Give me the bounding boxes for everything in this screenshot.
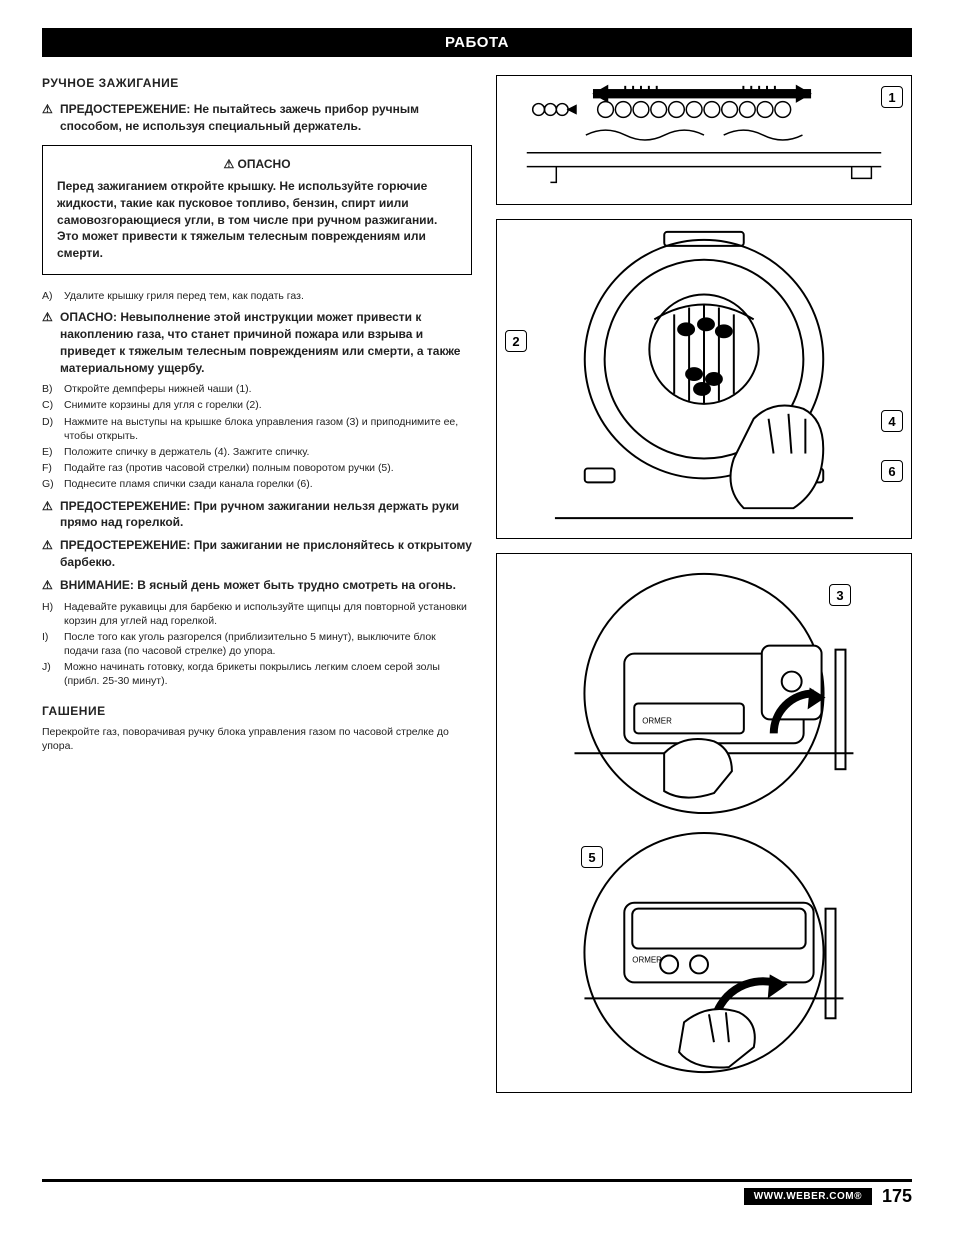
diagram-3: ORMER	[496, 553, 912, 1093]
step-i: I)После того как уголь разгорелся (прибл…	[42, 630, 472, 658]
step-b: B)Откройте демпферы нижней чаши (1).	[42, 382, 472, 396]
step-f: F)Подайте газ (против часовой стрелки) п…	[42, 461, 472, 475]
warning-text: ПРЕДОСТЕРЕЖЕНИЕ: Не пытайтесь зажечь при…	[60, 101, 472, 135]
footer-url: WWW.WEBER.COM®	[744, 1188, 872, 1205]
step-c: C)Снимите корзины для угля с горелки (2)…	[42, 398, 472, 412]
callout-4: 4	[881, 410, 903, 432]
warning-icon: ⚠	[42, 498, 60, 532]
callout-5: 5	[581, 846, 603, 868]
page-footer: WWW.WEBER.COM® 175	[0, 1179, 954, 1207]
warning-icon: ⚠	[42, 537, 60, 571]
step-j: J)Можно начинать готовку, когда брикеты …	[42, 660, 472, 688]
diagram-column: 1	[496, 75, 912, 1093]
step-a: A) Удалите крышку гриля перед тем, как п…	[42, 289, 472, 303]
warning-line: ⚠ ВНИМАНИЕ: В ясный день может быть труд…	[42, 577, 472, 594]
callout-2: 2	[505, 330, 527, 352]
page-title: РАБОТА	[42, 28, 912, 57]
callout-6: 6	[881, 460, 903, 482]
step-e: E)Положите спичку в держатель (4). Зажги…	[42, 445, 472, 459]
warning-icon: ⚠	[223, 157, 234, 171]
svg-text:ORMER: ORMER	[632, 955, 662, 964]
warning-line: ⚠ ОПАСНО: Невыполнение этой инструкции м…	[42, 309, 472, 376]
warning-line: ⚠ ПРЕДОСТЕРЕЖЕНИЕ: При ручном зажигании …	[42, 498, 472, 532]
danger-box: ⚠ ОПАСНО Перед зажиганием откройте крышк…	[42, 145, 472, 275]
text-column: РУЧНОЕ ЗАЖИГАНИЕ ⚠ ПРЕДОСТЕРЕЖЕНИЕ: Не п…	[42, 75, 472, 1093]
page-number: 175	[882, 1186, 912, 1207]
warning-icon: ⚠	[42, 309, 60, 376]
step-d: D)Нажмите на выступы на крышке блока упр…	[42, 415, 472, 443]
callout-3: 3	[829, 584, 851, 606]
section-heading: РУЧНОЕ ЗАЖИГАНИЕ	[42, 75, 472, 91]
callout-1: 1	[881, 86, 903, 108]
danger-heading: ⚠ ОПАСНО	[57, 156, 457, 172]
danger-body: Перед зажиганием откройте крышку. Не исп…	[57, 178, 457, 262]
body-text: Перекройте газ, поворачивая ручку блока …	[42, 725, 472, 753]
warning-icon: ⚠	[42, 101, 60, 135]
warning-line: ⚠ ПРЕДОСТЕРЕЖЕНИЕ: При зажигании не прис…	[42, 537, 472, 571]
step-h: H)Надевайте рукавицы для барбекю и испол…	[42, 600, 472, 628]
section-heading: ГАШЕНИЕ	[42, 703, 472, 719]
diagram-2: 2 4 6	[496, 219, 912, 539]
warning-line: ⚠ ПРЕДОСТЕРЕЖЕНИЕ: Не пытайтесь зажечь п…	[42, 101, 472, 135]
step-g: G)Поднесите пламя спички сзади канала го…	[42, 477, 472, 491]
svg-text:ORMER: ORMER	[642, 716, 672, 725]
diagram-1: 1	[496, 75, 912, 205]
warning-icon: ⚠	[42, 577, 60, 594]
